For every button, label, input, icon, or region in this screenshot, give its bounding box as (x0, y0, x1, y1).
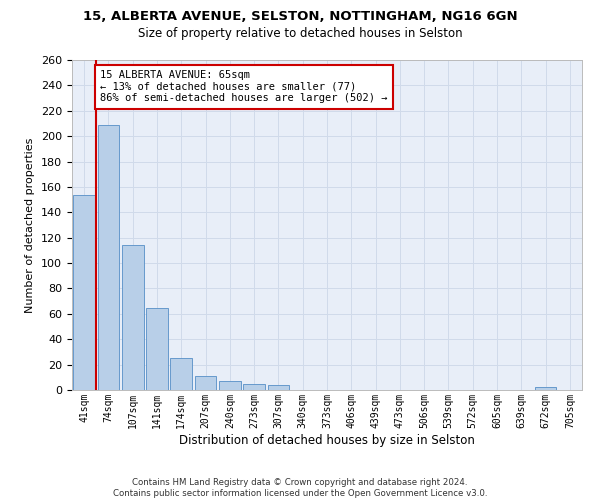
Bar (146, 308, 168, 390)
X-axis label: Distribution of detached houses by size in Selston: Distribution of detached houses by size … (179, 434, 475, 446)
Text: 15, ALBERTA AVENUE, SELSTON, NOTTINGHAM, NG16 6GN: 15, ALBERTA AVENUE, SELSTON, NOTTINGHAM,… (83, 10, 517, 23)
Bar (122, 246, 143, 390)
Bar (535, 388, 556, 390)
Bar (97, 124, 119, 390)
Text: 15 ALBERTA AVENUE: 65sqm
← 13% of detached houses are smaller (77)
86% of semi-d: 15 ALBERTA AVENUE: 65sqm ← 13% of detach… (100, 70, 388, 103)
Bar (194, 376, 217, 390)
Text: Size of property relative to detached houses in Selston: Size of property relative to detached ho… (137, 28, 463, 40)
Bar (170, 358, 192, 390)
Bar (243, 384, 265, 390)
Bar (73, 194, 95, 390)
Bar (268, 385, 289, 390)
Y-axis label: Number of detached properties: Number of detached properties (25, 138, 35, 312)
Text: Contains HM Land Registry data © Crown copyright and database right 2024.
Contai: Contains HM Land Registry data © Crown c… (113, 478, 487, 498)
Bar (219, 381, 241, 390)
